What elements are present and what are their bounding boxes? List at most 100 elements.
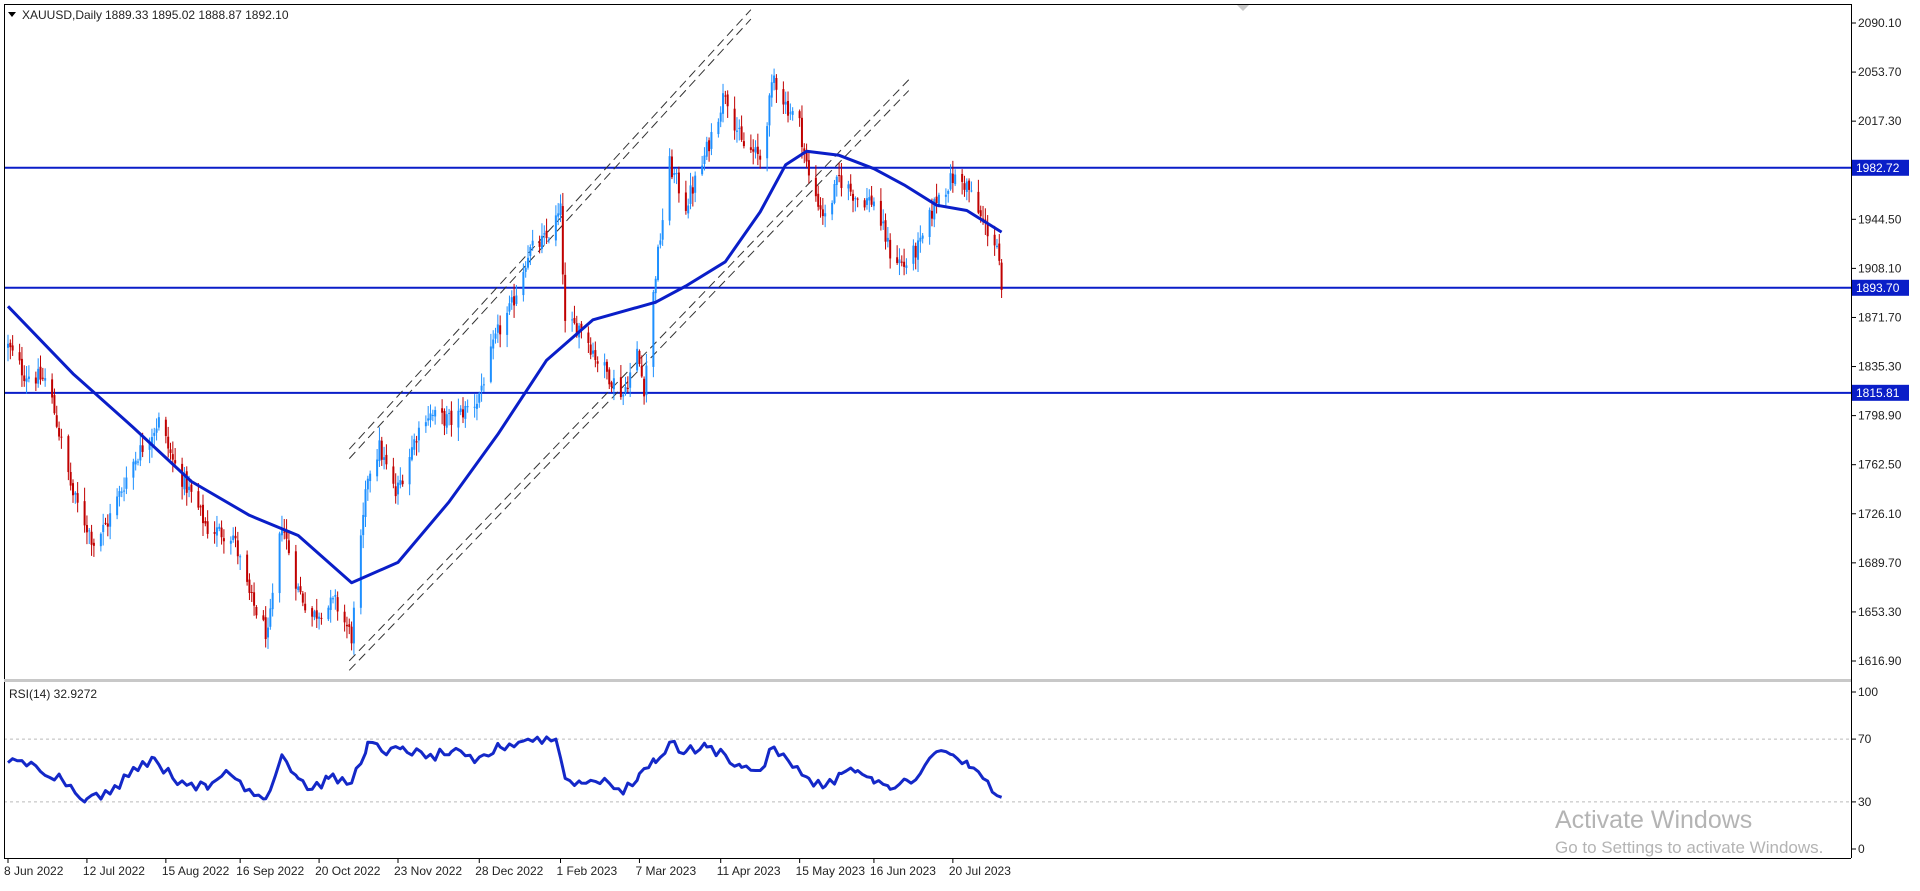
candle-body xyxy=(125,477,128,489)
candle-body xyxy=(188,486,191,491)
candle-body xyxy=(852,193,855,201)
candle-body xyxy=(427,418,430,421)
candle-body xyxy=(645,365,648,396)
candle-body xyxy=(443,411,446,426)
candle-body xyxy=(394,486,397,497)
candle-body xyxy=(638,350,641,365)
date-axis-tick-label: 20 Oct 2022 xyxy=(315,864,381,878)
candle-body xyxy=(104,522,107,524)
candle-body xyxy=(515,295,518,304)
candle-body xyxy=(513,296,516,306)
candle-body xyxy=(949,173,952,190)
candle-body xyxy=(708,140,711,152)
candle-body xyxy=(280,529,283,536)
candle-body xyxy=(20,358,23,376)
candle-body xyxy=(689,185,692,204)
price-axis-tick-label: 2090.10 xyxy=(1858,16,1902,30)
candle-body xyxy=(294,551,297,589)
candle-body xyxy=(905,265,908,268)
candle-body xyxy=(364,489,367,517)
candle-body xyxy=(561,206,564,275)
price-axis-tick-label: 1944.50 xyxy=(1858,212,1902,226)
candle-body xyxy=(798,111,801,119)
collapse-triangle-icon[interactable] xyxy=(8,12,16,17)
candle-body xyxy=(965,181,968,192)
price-axis-tick-label: 1871.70 xyxy=(1858,310,1902,324)
rsi-axis-tick-label: 100 xyxy=(1858,685,1878,699)
candle-body xyxy=(88,530,91,532)
trend-channel-line[interactable] xyxy=(348,18,752,459)
candle-body xyxy=(547,239,550,241)
candle-body xyxy=(898,259,901,264)
date-axis-tick-label: 20 Jul 2023 xyxy=(949,864,1011,878)
candle-body xyxy=(197,491,200,508)
candle-body xyxy=(970,190,973,192)
level-price-tag xyxy=(1852,279,1909,296)
candle-body xyxy=(592,350,595,354)
candle-body xyxy=(884,220,887,242)
level-price-tag-label: 1815.81 xyxy=(1856,386,1900,400)
candle-body xyxy=(594,350,597,361)
candle-body xyxy=(255,607,258,616)
candle-body xyxy=(726,94,729,107)
candle-body xyxy=(229,540,232,544)
activate-windows-title: Activate Windows xyxy=(1555,806,1753,834)
candle-body xyxy=(791,111,794,115)
candle-body xyxy=(510,297,513,303)
price-axis-tick-label: 1689.70 xyxy=(1858,556,1902,570)
price-axis-tick-label: 1653.30 xyxy=(1858,605,1902,619)
candle-body xyxy=(116,496,119,516)
date-axis-tick-label: 16 Jun 2023 xyxy=(870,864,936,878)
candle-body xyxy=(554,215,557,241)
candle-body xyxy=(529,247,532,256)
candle-body xyxy=(807,160,810,176)
candle-body xyxy=(886,237,889,242)
candle-body xyxy=(735,130,738,132)
candle-body xyxy=(603,362,606,366)
candle-body xyxy=(148,443,151,450)
candle-body xyxy=(626,387,629,389)
candle-body xyxy=(986,222,989,237)
candle-body xyxy=(366,478,369,490)
candle-body xyxy=(380,440,383,460)
candle-body xyxy=(473,406,476,408)
candle-body xyxy=(74,492,77,495)
candle-body xyxy=(285,530,288,539)
ohlc-values: 1889.33 1895.02 1888.87 1892.10 xyxy=(105,8,289,22)
candle-body xyxy=(215,527,218,536)
candle-body xyxy=(350,626,353,644)
shift-marker-icon[interactable] xyxy=(1237,5,1249,11)
candle-body xyxy=(912,245,915,264)
rsi-line[interactable] xyxy=(7,735,1003,804)
candle-body xyxy=(784,101,787,105)
candle-body xyxy=(431,414,434,417)
candle-body xyxy=(199,506,202,508)
candle-body xyxy=(573,317,576,324)
candle-body xyxy=(410,447,413,460)
pane-separator[interactable] xyxy=(4,679,1851,682)
price-axis-tick-label: 2053.70 xyxy=(1858,65,1902,79)
candle-body xyxy=(250,592,253,594)
candle-body xyxy=(157,417,160,428)
candle-body xyxy=(234,535,237,539)
candle-body xyxy=(833,184,836,203)
candle-body xyxy=(944,194,947,197)
activate-windows-subtitle: Go to Settings to activate Windows. xyxy=(1555,838,1824,857)
candle-body xyxy=(640,365,643,377)
candle-body xyxy=(171,454,174,460)
candle-body xyxy=(506,312,509,335)
trend-channel-line[interactable] xyxy=(348,90,910,671)
candle-body xyxy=(27,376,30,379)
candle-body xyxy=(921,235,924,239)
moving-average-line[interactable] xyxy=(6,149,1003,585)
candle-body xyxy=(60,436,63,438)
candle-body xyxy=(575,323,578,336)
date-axis-tick-label: 8 Jun 2022 xyxy=(4,864,64,878)
candle-body xyxy=(118,491,121,497)
candle-body xyxy=(657,246,660,280)
candle-body xyxy=(719,112,722,122)
trend-channel-line[interactable] xyxy=(348,9,752,450)
candle-body xyxy=(805,151,808,162)
